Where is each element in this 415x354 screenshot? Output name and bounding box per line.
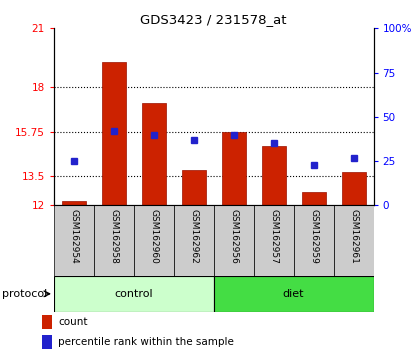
Bar [54,276,214,312]
Bar [262,146,286,205]
Bar [214,205,254,276]
Text: count: count [58,318,88,327]
Text: protocol: protocol [2,289,47,299]
Bar [62,201,86,205]
Text: GSM162957: GSM162957 [269,209,278,264]
Bar [222,132,246,205]
Bar [254,205,294,276]
Text: GSM162961: GSM162961 [349,209,358,264]
Bar [342,172,366,205]
Bar [142,103,166,205]
Text: control: control [115,289,153,299]
Bar [54,205,94,276]
Bar [42,315,52,329]
Text: GSM162960: GSM162960 [149,209,158,264]
Bar [134,205,174,276]
Bar [94,205,134,276]
Bar [302,192,326,205]
Bar [294,205,334,276]
Text: GSM162956: GSM162956 [229,209,238,264]
Bar [174,205,214,276]
Bar [334,205,374,276]
Bar [214,276,374,312]
Bar [102,62,126,205]
Text: percentile rank within the sample: percentile rank within the sample [58,337,234,347]
Title: GDS3423 / 231578_at: GDS3423 / 231578_at [140,13,287,26]
Text: GSM162959: GSM162959 [309,209,318,264]
Text: GSM162962: GSM162962 [189,209,198,264]
Bar [42,335,52,348]
Text: diet: diet [283,289,304,299]
Bar [182,170,206,205]
Text: GSM162954: GSM162954 [69,209,78,264]
Text: GSM162958: GSM162958 [110,209,118,264]
